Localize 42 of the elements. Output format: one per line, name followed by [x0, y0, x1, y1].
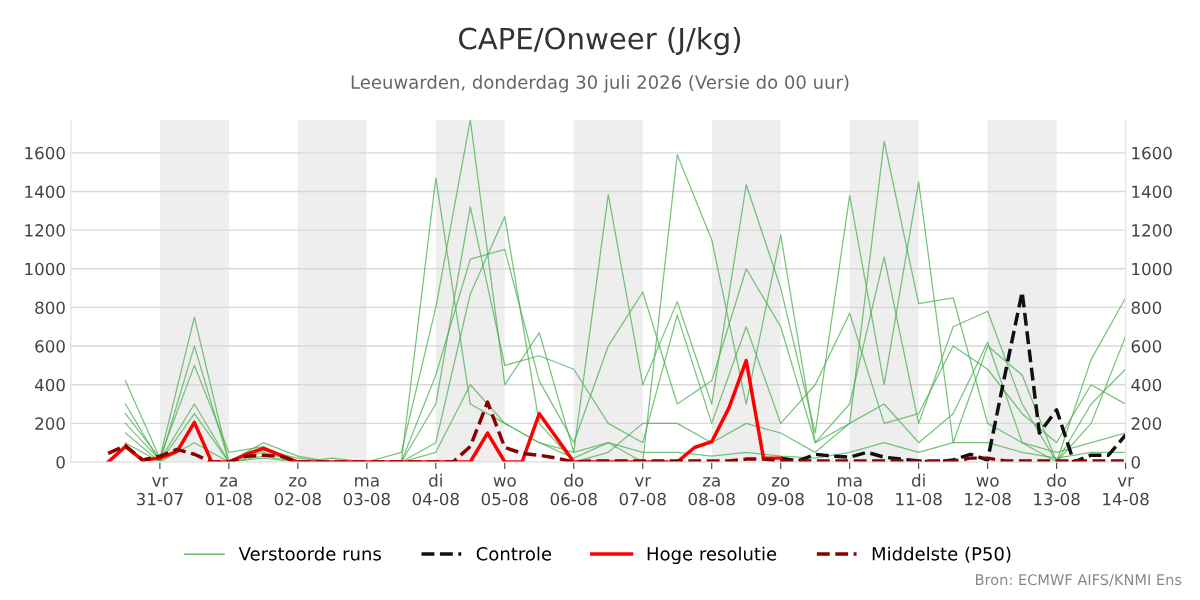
x-tick-label: di 04-08 [412, 473, 459, 506]
x-tick-label: wo 05-08 [481, 477, 528, 506]
y2-tick-label: 600 [1131, 340, 1162, 353]
y2-tick-label: 1400 [1132, 185, 1172, 199]
x-tick-label: do 06-08 [550, 473, 597, 506]
y-tick-label: 1200 [25, 224, 65, 237]
legend-label: Controle [476, 546, 552, 561]
y-tick-label: 1600 [25, 146, 65, 160]
x-tick-label: zo 09-08 [757, 477, 804, 506]
x-tick-label: ma 03-08 [343, 477, 390, 506]
y2-tick-label: 1200 [1132, 224, 1172, 237]
y-tick-label: 200 [35, 417, 65, 430]
y-tick-label: 1400 [25, 185, 65, 199]
x-tick-label: za 08-08 [688, 477, 735, 506]
y-tick-label: 800 [35, 301, 65, 314]
y2-tick-label: 1600 [1132, 146, 1172, 160]
y2-tick-label: 1000 [1132, 262, 1172, 276]
x-tick-label: za 01-08 [205, 477, 252, 506]
y2-tick-label: 0 [1131, 455, 1140, 469]
x-tick-label: vr 31-07 [136, 477, 183, 506]
legend-label: Middelste (P50) [872, 546, 1011, 563]
y-tick-label: 600 [35, 340, 65, 353]
y-tick-label: 400 [34, 378, 65, 392]
line-series [106, 400, 1126, 462]
text: Bron: ECMWF AIFS/KNMI Ens [975, 574, 1182, 587]
x-tick-label: vr 07-08 [619, 477, 666, 506]
x-tick-label: do 13-08 [1034, 473, 1080, 506]
y2-tick-label: 800 [1131, 301, 1162, 314]
y2-tick-label: 200 [1131, 417, 1162, 430]
x-tick-label: zo 02-08 [274, 477, 321, 506]
chart-title: CAPE/Onweer (J/kg) [459, 27, 741, 56]
y-tick-label: 0 [56, 455, 65, 469]
x-tick-label: di 11-08 [896, 473, 942, 506]
x-tick-label: wo 12-08 [965, 477, 1011, 506]
y-tick-label: 1000 [25, 262, 65, 276]
chart-subtitle: Leeuwarden, donderdag 30 juli 2026 (Versie do 00 uur) [351, 75, 849, 93]
line-series [106, 358, 783, 462]
x-tick-label: ma 10-08 [827, 477, 873, 506]
legend-label: Verstoorde runs [238, 546, 381, 561]
y2-tick-label: 400 [1131, 378, 1162, 392]
x-tick-label: vr 14-08 [1103, 477, 1149, 506]
legend-label: Hoge resolutie [647, 546, 777, 565]
